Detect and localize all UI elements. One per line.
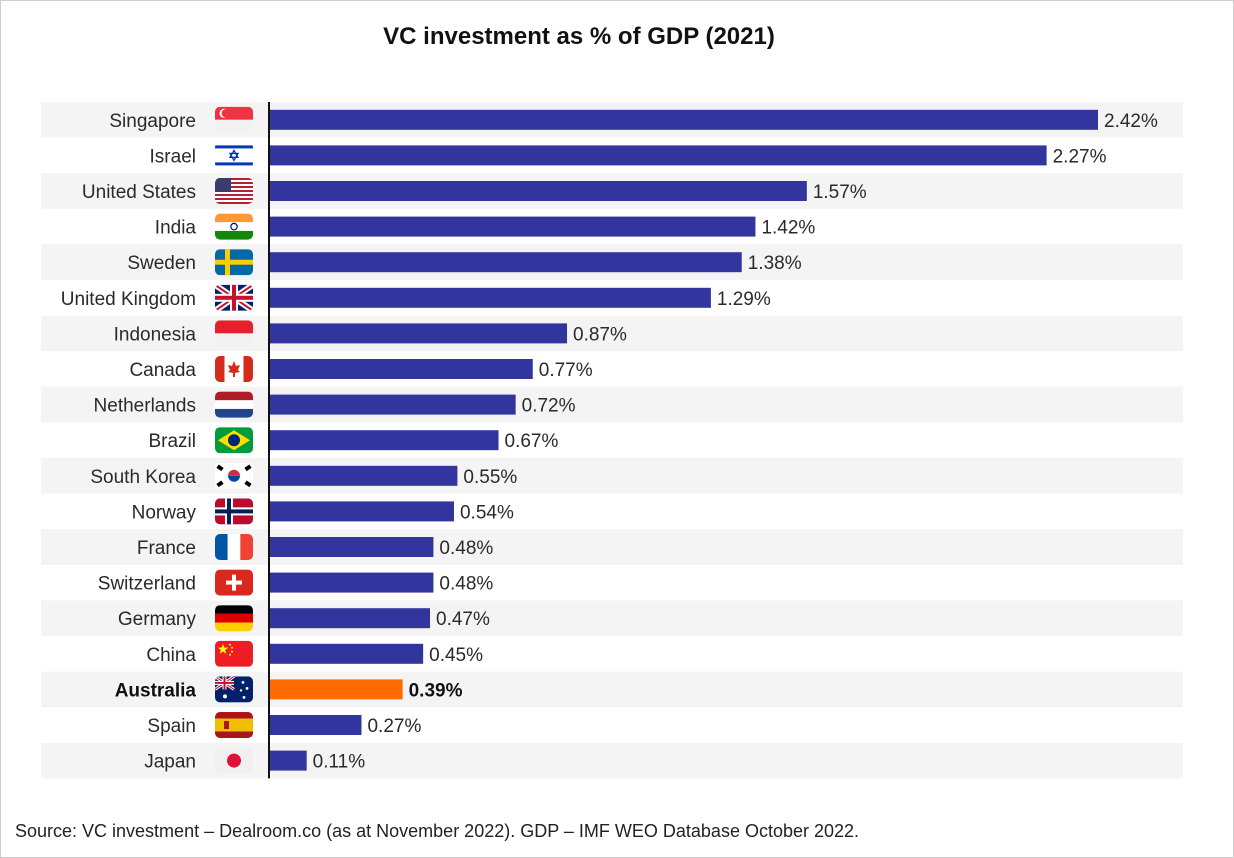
- bar-singapore: [269, 109, 1098, 130]
- canada-flag-icon: [215, 356, 253, 382]
- value-label: 0.48%: [439, 538, 493, 559]
- value-label: 0.77%: [539, 360, 593, 381]
- spain-flag-icon: [215, 712, 253, 738]
- category-label: China: [146, 645, 196, 666]
- israel-flag-icon: [215, 142, 253, 169]
- row-band: [41, 529, 1183, 565]
- row-band: [41, 458, 1183, 494]
- bar-united-kingdom: [269, 287, 711, 308]
- value-label: 0.47%: [436, 609, 490, 630]
- india-flag-icon: [215, 213, 253, 240]
- bar-united-states: [269, 181, 807, 201]
- bar-south-korea: [269, 465, 458, 486]
- value-label: 1.57%: [813, 182, 867, 203]
- category-label: Brazil: [148, 431, 196, 452]
- united-kingdom-flag-icon: [215, 284, 253, 311]
- value-label: 0.39%: [409, 680, 463, 701]
- category-label: United Kingdom: [61, 289, 196, 310]
- bar-france: [269, 537, 434, 557]
- bar-indonesia: [269, 323, 568, 344]
- category-label: Switzerland: [98, 574, 196, 595]
- category-label: Sweden: [127, 253, 196, 274]
- value-label: 0.55%: [463, 467, 517, 488]
- category-label: Canada: [129, 360, 196, 381]
- row-band: [41, 742, 1183, 779]
- value-label: 0.45%: [429, 645, 483, 666]
- value-label: 0.11%: [313, 752, 366, 773]
- category-label: Norway: [132, 502, 197, 523]
- category-label: Israel: [150, 146, 196, 167]
- row-band: [41, 671, 1183, 708]
- singapore-flag-icon: [215, 106, 253, 133]
- value-label: 0.54%: [460, 502, 514, 523]
- bar-chart: VC investment as % of GDP (2021) Singapo…: [41, 23, 1183, 779]
- value-label: 2.42%: [1104, 111, 1158, 132]
- category-label: Australia: [115, 680, 197, 701]
- value-label: 1.42%: [761, 218, 815, 239]
- china-flag-icon: [215, 640, 253, 667]
- source-note: Source: VC investment – Dealroom.co (as …: [15, 821, 860, 841]
- bar-switzerland: [269, 572, 434, 593]
- flag-column: [215, 106, 253, 774]
- category-label: Spain: [147, 716, 196, 737]
- australia-flag-icon: [215, 676, 253, 703]
- category-label: India: [155, 218, 197, 239]
- bar-brazil: [269, 430, 499, 451]
- category-label: Netherlands: [94, 396, 196, 417]
- germany-flag-icon: [215, 605, 253, 632]
- bar-germany: [269, 608, 431, 629]
- brazil-flag-icon: [215, 427, 253, 454]
- bar-norway: [269, 501, 454, 522]
- japan-flag-icon: [215, 747, 253, 774]
- sweden-flag-icon: [215, 249, 253, 276]
- value-label: 0.87%: [573, 324, 627, 345]
- category-label: South Korea: [90, 467, 196, 488]
- category-label: United States: [82, 182, 196, 203]
- bar-israel: [269, 145, 1047, 166]
- category-label: Indonesia: [114, 324, 197, 345]
- united-states-flag-icon: [215, 178, 253, 204]
- norway-flag-icon: [215, 498, 253, 525]
- netherlands-flag-icon: [215, 391, 253, 418]
- value-label: 0.72%: [522, 396, 576, 417]
- bar-india: [269, 216, 756, 237]
- bar-netherlands: [269, 394, 516, 415]
- value-label: 2.27%: [1053, 146, 1107, 167]
- bar-australia: [269, 679, 403, 700]
- value-label: 0.27%: [367, 716, 421, 737]
- value-label: 0.67%: [505, 431, 559, 452]
- row-band: [41, 386, 1183, 423]
- labels: Singapore 2.42% Israel 2.27% United States 1.…: [61, 111, 1158, 773]
- value-label: 1.38%: [748, 253, 802, 274]
- indonesia-flag-icon: [215, 320, 253, 347]
- south-korea-flag-icon: [215, 462, 253, 489]
- category-label: Germany: [118, 609, 197, 630]
- category-label: Singapore: [109, 111, 196, 132]
- france-flag-icon: [215, 534, 253, 560]
- bars: [269, 109, 1098, 771]
- chart-title: VC investment as % of GDP (2021): [383, 23, 775, 50]
- bar-china: [269, 643, 424, 664]
- switzerland-flag-icon: [215, 569, 253, 596]
- category-label: Japan: [144, 752, 196, 773]
- value-label: 1.29%: [717, 289, 771, 310]
- bar-spain: [269, 715, 362, 735]
- bar-sweden: [269, 252, 742, 273]
- bar-canada: [269, 359, 533, 379]
- value-label: 0.48%: [439, 574, 493, 595]
- row-band: [41, 600, 1183, 636]
- row-bands: [41, 102, 1183, 779]
- bar-japan: [269, 750, 307, 771]
- category-label: France: [137, 538, 196, 559]
